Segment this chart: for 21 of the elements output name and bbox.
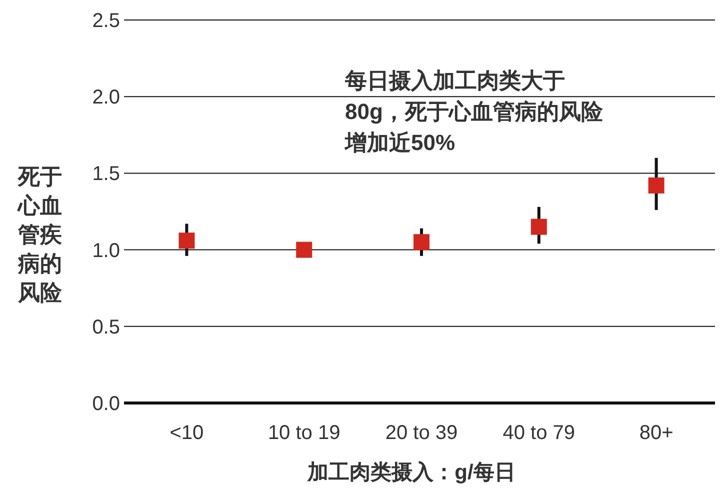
annotation: 每日摄入加工肉类大于	[344, 68, 565, 93]
y-axis-title: 死于心血管疾病的风险	[17, 164, 63, 305]
y-tick-label: 0.5	[92, 316, 120, 338]
point	[414, 234, 430, 250]
point	[296, 242, 312, 258]
x-tick-label: <10	[170, 422, 204, 444]
point	[178, 232, 195, 249]
y-tick-label: 0.0	[92, 393, 120, 415]
x-tick-label: 20 to 39	[385, 422, 458, 444]
annotation: 增加近50%	[344, 130, 456, 155]
y-tick-label: 1.5	[92, 163, 120, 186]
x-axis-title: 加工肉类摄入：g/每日	[306, 461, 516, 484]
point	[530, 218, 547, 235]
x-tick-label: 40 to 79	[502, 422, 576, 444]
x-tick-label: 80+	[639, 422, 674, 444]
x-tick-label: 10 to 19	[268, 422, 340, 444]
y-tick-label: 2.0	[92, 86, 120, 109]
point	[648, 177, 664, 194]
annotation: 80g，死于心血管病的风险	[345, 99, 604, 124]
y-tick-label: 2.5	[92, 10, 120, 32]
y-tick-label: 1.0	[92, 240, 120, 262]
